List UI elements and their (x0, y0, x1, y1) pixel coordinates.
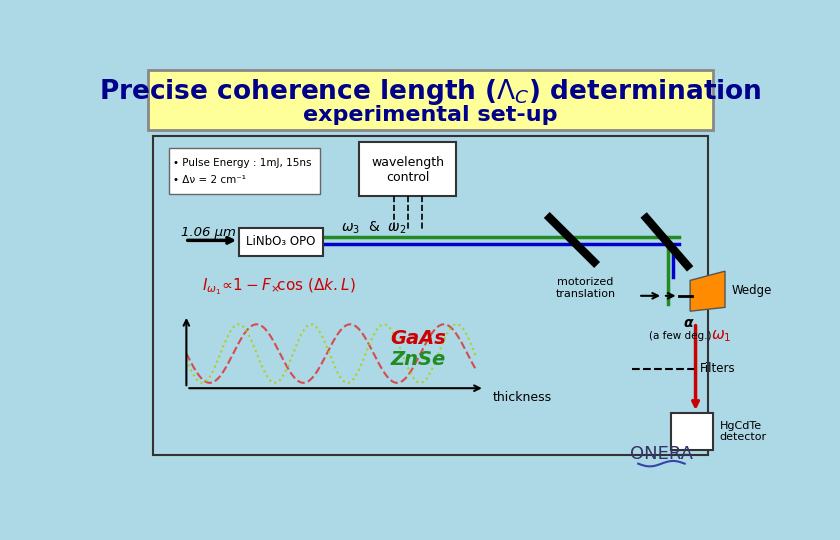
Bar (169, 148, 320, 194)
Text: ZnSe: ZnSe (391, 350, 445, 369)
Text: GaAs: GaAs (391, 329, 446, 348)
Text: Precise coherence length ($\Lambda_C$) determination: Precise coherence length ($\Lambda_C$) d… (99, 77, 762, 107)
Text: Wedge: Wedge (731, 284, 772, 297)
Text: α: α (684, 316, 693, 330)
Text: experimental set-up: experimental set-up (303, 105, 558, 125)
Text: 1.06 μm: 1.06 μm (181, 226, 236, 239)
Text: $I_{\omega_1}\!\propto\! 1 - F_{\times}\!\cos\,(\Delta k.L)$: $I_{\omega_1}\!\propto\! 1 - F_{\times}\… (202, 276, 355, 297)
Text: • Δν = 2 cm⁻¹: • Δν = 2 cm⁻¹ (173, 176, 246, 185)
Text: motorized
translation: motorized translation (555, 278, 616, 299)
Text: • Pulse Energy : 1mJ, 15ns: • Pulse Energy : 1mJ, 15ns (173, 158, 312, 167)
Text: ONERA: ONERA (630, 446, 693, 463)
Polygon shape (690, 271, 725, 311)
Bar (239, 228, 323, 256)
Bar (148, 70, 713, 130)
Bar (153, 136, 708, 455)
Bar (671, 413, 713, 450)
Text: $\omega_3$  &  $\omega_2$: $\omega_3$ & $\omega_2$ (341, 220, 407, 236)
Text: LiNbO₃ OPO: LiNbO₃ OPO (246, 235, 316, 248)
Text: thickness: thickness (492, 392, 552, 404)
Text: HgCdTe
detector: HgCdTe detector (720, 421, 767, 442)
Text: Filters: Filters (701, 362, 736, 375)
Bar (360, 142, 456, 195)
Text: $\omega_1$: $\omega_1$ (711, 328, 732, 343)
Text: wavelength
control: wavelength control (371, 156, 444, 184)
Text: (a few deg.): (a few deg.) (648, 331, 711, 341)
